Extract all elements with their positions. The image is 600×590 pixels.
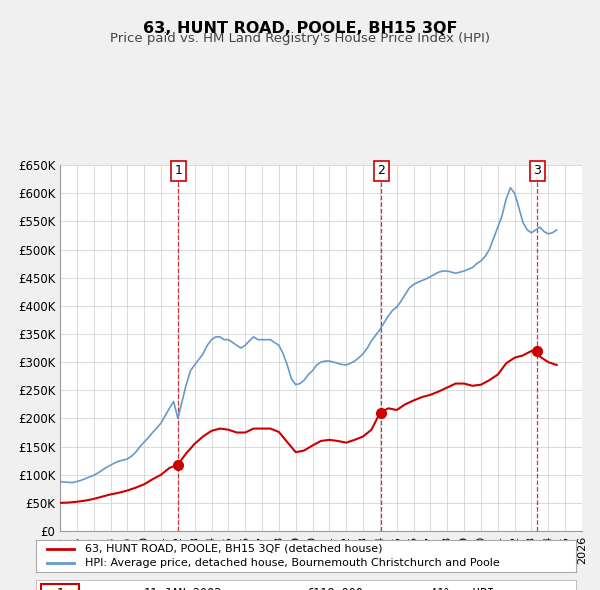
- Text: HPI: Average price, detached house, Bournemouth Christchurch and Poole: HPI: Average price, detached house, Bour…: [85, 558, 499, 568]
- Text: £118,000: £118,000: [306, 588, 363, 590]
- Text: 2: 2: [377, 165, 385, 178]
- Text: 3: 3: [533, 165, 541, 178]
- Text: 1: 1: [56, 588, 64, 590]
- Text: Price paid vs. HM Land Registry's House Price Index (HPI): Price paid vs. HM Land Registry's House …: [110, 32, 490, 45]
- Text: 1: 1: [175, 165, 182, 178]
- Text: 11-JAN-2002: 11-JAN-2002: [144, 588, 223, 590]
- Text: 41% ↓ HPI: 41% ↓ HPI: [430, 588, 494, 590]
- Text: 63, HUNT ROAD, POOLE, BH15 3QF: 63, HUNT ROAD, POOLE, BH15 3QF: [143, 21, 457, 35]
- Text: 63, HUNT ROAD, POOLE, BH15 3QF (detached house): 63, HUNT ROAD, POOLE, BH15 3QF (detached…: [85, 544, 382, 554]
- FancyBboxPatch shape: [41, 584, 79, 590]
